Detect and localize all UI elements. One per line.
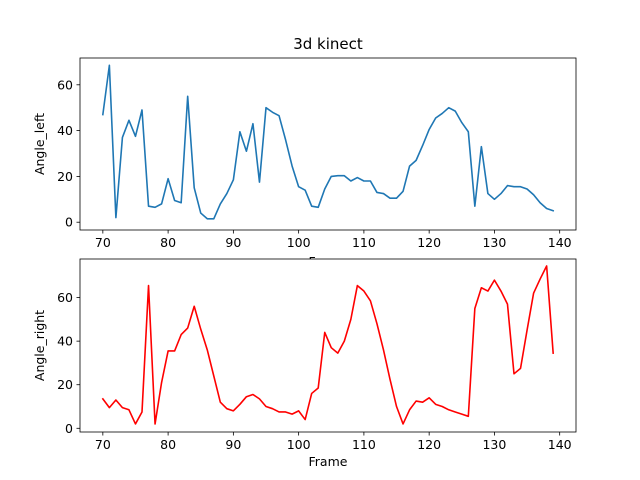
x-tick-label: 130 bbox=[482, 437, 506, 452]
top-subplot: 7080901001101201301400204060FrameAngle_l… bbox=[32, 57, 577, 269]
axes-frame bbox=[79, 258, 577, 433]
y-axis-label: Angle_left bbox=[32, 113, 47, 175]
y-tick-label: 60 bbox=[57, 77, 73, 92]
y-tick-label: 0 bbox=[65, 215, 73, 230]
x-tick-label: 80 bbox=[160, 235, 176, 250]
y-tick-label: 60 bbox=[57, 290, 73, 305]
series-line-angle-left bbox=[101, 64, 555, 220]
y-tick-label: 20 bbox=[57, 377, 73, 392]
bottom-axes-background bbox=[80, 259, 576, 432]
bottom-subplot: 70 80 90 100 110 120 130 140 0 20 40 60 Frame Angle_r… bbox=[32, 258, 577, 469]
chart-title: 3d kinect bbox=[293, 35, 363, 53]
x-tick-label: 140 bbox=[548, 235, 572, 250]
x-tick-label: 100 bbox=[287, 437, 311, 452]
x-tick-label: 100 bbox=[287, 235, 311, 250]
x-tick-label: 140 bbox=[548, 437, 572, 452]
x-tick-label: 120 bbox=[417, 437, 441, 452]
x-tick-label: 110 bbox=[352, 437, 376, 452]
x-tick-label: 110 bbox=[352, 235, 376, 250]
y-axis-label: Angle_right bbox=[32, 310, 47, 381]
x-tick-label: 130 bbox=[482, 235, 506, 250]
y-tick-label: 0 bbox=[65, 421, 73, 436]
x-tick-label: 90 bbox=[225, 235, 241, 250]
y-tick-label: 40 bbox=[57, 334, 73, 349]
x-tick-label: 80 bbox=[160, 437, 176, 452]
series-line-angle-right bbox=[101, 265, 555, 425]
x-tick-label: 70 bbox=[95, 437, 111, 452]
x-tick-label: 70 bbox=[95, 235, 111, 250]
axes-frame bbox=[79, 57, 577, 231]
x-tick-label: 120 bbox=[417, 235, 441, 250]
x-tick-label: 90 bbox=[225, 437, 241, 452]
x-axis-label: Frame bbox=[309, 454, 348, 469]
y-tick-label: 20 bbox=[57, 169, 73, 184]
y-tick-label: 40 bbox=[57, 123, 73, 138]
